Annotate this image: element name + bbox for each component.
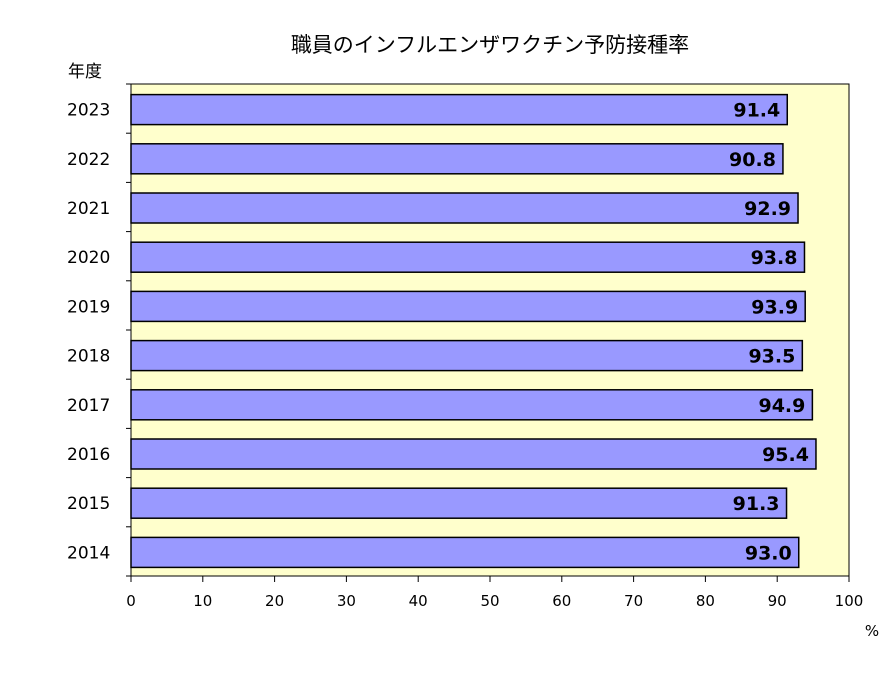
value-label-2019: 93.9 xyxy=(751,296,798,318)
x-tick-label-0: 0 xyxy=(126,592,136,610)
bar-2019 xyxy=(130,290,806,323)
x-tick-label-20: 20 xyxy=(265,592,284,610)
value-labels: 91.4 90.8 92.9 93.8 93.9 93.5 94.9 95.4 91.3 93.0 xyxy=(729,100,809,565)
category-label-2018: 2018 xyxy=(67,347,110,367)
value-label-2022: 90.8 xyxy=(729,149,776,171)
bar-2023 xyxy=(130,93,789,126)
bar-2021 xyxy=(130,192,799,224)
bar-2018 xyxy=(130,339,804,372)
bar-2014 xyxy=(130,536,800,569)
value-label-2020: 93.8 xyxy=(751,247,798,269)
value-label-2018: 93.5 xyxy=(748,346,795,368)
axes xyxy=(126,83,850,582)
category-label-2015: 2015 xyxy=(67,494,110,514)
category-label-2020: 2020 xyxy=(67,248,110,268)
value-label-2017: 94.9 xyxy=(758,395,805,417)
category-label-2022: 2022 xyxy=(67,150,110,170)
x-tick-label-10: 10 xyxy=(193,592,212,610)
category-labels: 2023 2022 2021 2020 2019 2018 2017 2016 2015 2014 xyxy=(67,101,110,564)
x-tick-label-40: 40 xyxy=(409,592,428,610)
x-tick-label-50: 50 xyxy=(480,592,499,610)
value-label-2015: 91.3 xyxy=(733,493,780,515)
category-label-2023: 2023 xyxy=(67,101,110,121)
x-axis-unit: % xyxy=(865,622,879,640)
bars-group xyxy=(130,93,817,569)
bar-2022 xyxy=(130,143,784,175)
x-tick-label-30: 30 xyxy=(337,592,356,610)
chart-title: 職員のインフルエンザワクチン予防接種率 xyxy=(291,33,689,57)
value-label-2014: 93.0 xyxy=(745,542,792,564)
value-label-2023: 91.4 xyxy=(733,100,780,122)
y-axis-label: 年度 xyxy=(68,62,102,82)
bar-2020 xyxy=(130,241,806,273)
x-tick-label-70: 70 xyxy=(624,592,643,610)
x-tick-label-60: 60 xyxy=(552,592,571,610)
bar-2016 xyxy=(130,438,817,470)
x-tick-label-90: 90 xyxy=(768,592,787,610)
value-label-2021: 92.9 xyxy=(744,198,791,220)
x-tick-labels: 0 10 20 30 40 50 60 70 80 90 100 xyxy=(126,592,863,610)
x-tick-label-80: 80 xyxy=(696,592,715,610)
category-label-2016: 2016 xyxy=(67,445,110,465)
category-label-2017: 2017 xyxy=(67,396,110,416)
category-label-2021: 2021 xyxy=(67,199,110,219)
bar-2017 xyxy=(130,389,814,421)
x-tick-label-100: 100 xyxy=(835,592,864,610)
category-label-2019: 2019 xyxy=(67,297,110,317)
bar-2015 xyxy=(130,487,788,519)
category-label-2014: 2014 xyxy=(67,543,110,563)
value-label-2016: 95.4 xyxy=(762,444,809,466)
